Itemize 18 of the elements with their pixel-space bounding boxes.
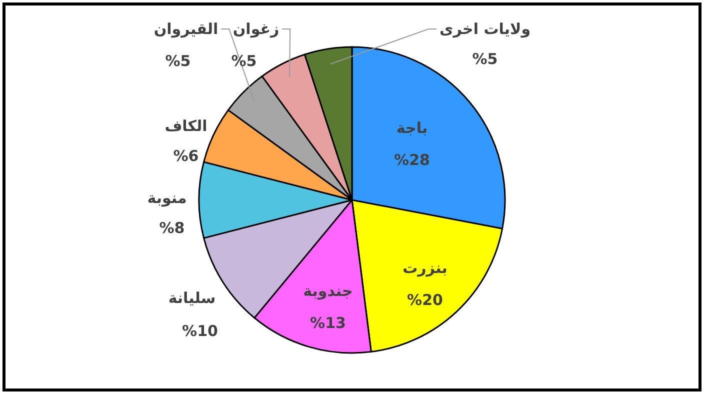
slice-label: جندوبة <box>303 282 353 300</box>
data-label: %5 <box>472 50 498 68</box>
data-label: %5 <box>231 52 257 70</box>
data-label: %5 <box>165 52 191 70</box>
slice-label: القيروان <box>154 20 218 38</box>
data-label: %20 <box>407 291 443 309</box>
slice-label: زغوان <box>232 20 280 38</box>
data-label: %8 <box>159 219 185 237</box>
slice-label: الكاف <box>164 117 208 135</box>
slice-label: سليانة <box>168 289 216 307</box>
data-label: %13 <box>310 314 346 332</box>
data-label: %28 <box>394 151 430 169</box>
slice-label: بنزرت <box>402 259 448 277</box>
slice-label: ولايات اخرى <box>439 20 531 38</box>
slice-label: باجة <box>396 119 428 137</box>
slice-label: منوبة <box>147 189 187 207</box>
data-label: %10 <box>182 322 218 340</box>
data-label: %6 <box>173 147 199 165</box>
